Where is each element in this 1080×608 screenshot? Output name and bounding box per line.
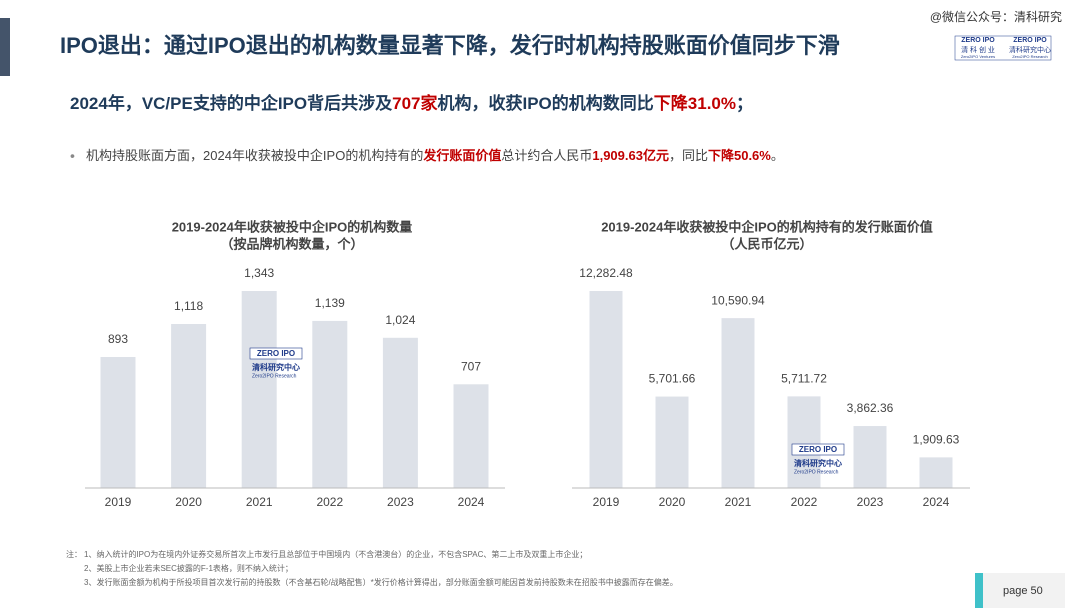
- page-box: [975, 573, 1065, 608]
- x-tick-label: 2019: [105, 495, 132, 509]
- logo-text: 清科研究中心: [794, 458, 842, 468]
- value-label: 12,282.48: [579, 266, 633, 280]
- accent-bar: [0, 18, 10, 76]
- text-segment: 总计约合人民币: [501, 148, 592, 163]
- note-label: 注：: [66, 549, 82, 559]
- logo-box: [249, 347, 303, 360]
- bar: [721, 318, 755, 488]
- x-tick-label: 2019: [593, 495, 620, 509]
- x-tick-label: 2023: [387, 495, 414, 509]
- text-segment: 下降31.0%: [654, 93, 736, 113]
- text-segment: 。: [771, 148, 784, 163]
- bar: [171, 324, 207, 488]
- bullet-dot: •: [70, 148, 75, 164]
- bar: [853, 426, 887, 488]
- bullet-text: 机构持股账面方面，2024年收获被投中企IPO的机构持有的发行账面价值总计约合人…: [86, 148, 784, 163]
- logo-text: 清 科 创 业: [961, 45, 995, 54]
- bar: [787, 396, 821, 488]
- value-label: 1,024: [385, 313, 415, 327]
- text-segment: 发行账面价值: [422, 148, 501, 163]
- logo-mark: ZERO IPO: [257, 349, 295, 358]
- logo-box: [791, 443, 845, 456]
- logo-text: 清科研究中心: [1009, 45, 1051, 54]
- text-segment: ，同比: [669, 148, 708, 163]
- logo-text: 清科研究中心: [252, 362, 300, 372]
- text-segment: 机构，收获IPO的机构数同比: [438, 93, 654, 113]
- value-label: 10,590.94: [711, 293, 765, 307]
- chart-subtitle: （按品牌机构数量，个）: [220, 236, 363, 251]
- headline: 2024年，VC/PE支持的中企IPO背后共涉及707家机构，收获IPO的机构数…: [70, 93, 753, 113]
- x-tick-label: 2021: [246, 495, 273, 509]
- logo-mark: ZERO IPO: [961, 37, 995, 44]
- x-tick-label: 2021: [725, 495, 752, 509]
- x-tick-label: 2024: [458, 495, 485, 509]
- bar: [312, 320, 348, 488]
- value-label: 893: [108, 332, 128, 346]
- bar: [453, 384, 489, 488]
- value-label: 1,909.63: [913, 433, 960, 447]
- text-segment: 2024年，VC/PE支持的中企IPO背后共涉及: [70, 93, 393, 113]
- text-segment: 机构持股账面方面，2024年收获被投中企IPO的机构持有的: [86, 148, 423, 163]
- logo-mark: ZERO IPO: [1013, 37, 1047, 44]
- value-label: 3,862.36: [847, 401, 894, 415]
- logo-sub: Zero2IPO Research: [252, 373, 297, 379]
- logo-sub: Zero2IPO Ventures: [961, 54, 995, 59]
- text-segment: 707家: [392, 93, 437, 113]
- chart-title: 2019-2024年收获被投中企IPO的机构数量: [172, 219, 413, 234]
- value-label: 707: [461, 359, 481, 373]
- x-tick-label: 2024: [923, 495, 950, 509]
- note: 3、发行账面金额为机构于所投项目首次发行前的持股数（不含基石轮/战略配售）*发行…: [84, 577, 678, 587]
- note: 2、美股上市企业若未SEC披露的F-1表格，则不纳入统计；: [84, 563, 293, 573]
- watermark: @微信公众号：清科研究: [930, 9, 1062, 24]
- x-tick-label: 2022: [316, 495, 343, 509]
- bar: [382, 337, 418, 488]
- chart-subtitle: （人民币亿元）: [721, 236, 812, 251]
- x-tick-label: 2020: [659, 495, 686, 509]
- bar: [589, 291, 623, 488]
- bar: [100, 357, 136, 488]
- text-segment: 下降50.6%: [708, 148, 771, 163]
- logo: ZERO IPO ZERO IPO 清 科 创 业 清科研究中心 Zero2IP…: [954, 35, 1052, 61]
- logo-mark: ZERO IPO: [799, 445, 837, 454]
- logo-sub: Zero2IPO Research: [1012, 54, 1048, 59]
- value-label: 1,139: [315, 296, 345, 310]
- page-number: page 50: [1003, 585, 1043, 597]
- value-label: 5,701.66: [649, 372, 696, 386]
- logo-sub: Zero2IPO Research: [794, 469, 839, 475]
- bar: [919, 457, 953, 488]
- page-accent: [975, 573, 983, 608]
- note: 1、纳入统计的IPO为在境内外证券交易所首次上市发行且总部位于中国境内（不含港澳…: [84, 549, 587, 559]
- bar: [241, 291, 277, 488]
- chart-title: 2019-2024年收获被投中企IPO的机构持有的发行账面价值: [601, 219, 933, 234]
- slide-title: IPO退出：通过IPO退出的机构数量显著下降，发行时机构持股账面价值同步下滑: [60, 33, 840, 58]
- text-segment: 1,909.63亿元: [592, 148, 669, 163]
- value-label: 1,343: [244, 266, 274, 280]
- x-tick-label: 2022: [791, 495, 818, 509]
- bar: [655, 396, 689, 488]
- value-label: 5,711.72: [781, 372, 827, 386]
- text-segment: ；: [736, 94, 753, 113]
- x-tick-label: 2023: [857, 495, 884, 509]
- x-tick-label: 2020: [175, 495, 202, 509]
- value-label: 1,118: [174, 299, 203, 313]
